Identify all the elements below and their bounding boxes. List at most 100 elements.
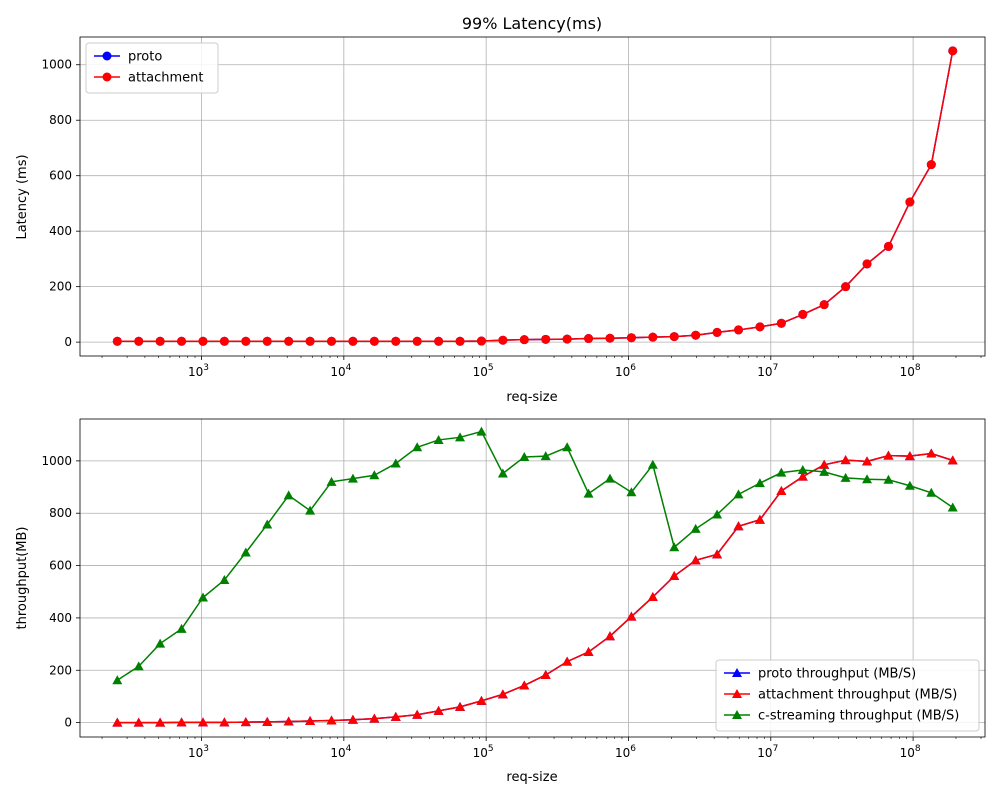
data-point <box>369 336 379 346</box>
data-point <box>326 715 337 725</box>
data-point <box>476 336 486 346</box>
legend-box <box>715 659 980 732</box>
data-point <box>519 451 530 461</box>
x-tick-label: 103 <box>188 744 209 760</box>
legend: proto attachment <box>85 42 219 94</box>
data-point <box>626 487 637 497</box>
data-point <box>476 695 487 705</box>
data-point <box>177 336 187 346</box>
data-point <box>133 661 144 671</box>
data-point <box>669 332 679 342</box>
plot-frame <box>79 418 986 738</box>
data-point <box>283 490 294 500</box>
data-point <box>540 669 551 679</box>
data-point <box>733 521 744 531</box>
y-tick-label: 0 <box>64 716 72 730</box>
data-point <box>412 336 422 346</box>
data-point <box>262 336 272 346</box>
data-point <box>241 336 251 346</box>
data-point <box>412 709 423 719</box>
data-point <box>390 458 401 468</box>
data-point <box>754 514 765 524</box>
legend-marker <box>732 689 742 698</box>
throughput-chart: req-size throughput(MB) 103 104 105 106 107 1… <box>15 418 986 785</box>
data-point <box>497 468 508 478</box>
latency-chart: 99% Latency(ms) req-size Latency (ms) 10… <box>15 14 986 405</box>
data-point <box>819 300 829 310</box>
data-point <box>347 473 358 483</box>
y-tick-label: 600 <box>49 169 72 183</box>
data-point <box>455 432 466 442</box>
series-line <box>117 50 954 343</box>
y-tick-label: 1000 <box>41 58 72 72</box>
x-axis-label: req-size <box>506 770 557 785</box>
x-tick-label: 106 <box>615 363 636 379</box>
data-point <box>690 523 701 533</box>
data-point <box>883 474 894 484</box>
data-point <box>562 334 572 344</box>
data-point <box>541 334 551 344</box>
y-tick-label: 200 <box>49 280 72 294</box>
data-point <box>926 160 936 170</box>
legend-marker <box>102 51 112 61</box>
data-point <box>647 591 658 601</box>
data-point <box>455 701 466 711</box>
series-line <box>117 50 954 343</box>
series-2 <box>112 46 958 346</box>
data-point <box>583 488 594 498</box>
data-point <box>883 241 893 251</box>
x-tick-label: 103 <box>188 363 209 379</box>
y-tick-label: 0 <box>64 335 72 349</box>
data-point <box>798 309 808 319</box>
data-point <box>948 46 958 56</box>
legend-entry: attachment <box>94 71 204 86</box>
data-point <box>604 473 615 483</box>
data-point <box>776 467 787 477</box>
data-point <box>412 442 423 452</box>
legend-entry: proto <box>94 50 162 65</box>
data-point <box>862 456 873 466</box>
data-point <box>712 549 723 559</box>
y-tick-label: 400 <box>49 611 72 625</box>
data-point <box>583 646 594 656</box>
data-point <box>754 478 765 488</box>
data-point <box>390 711 401 721</box>
data-point <box>262 519 273 529</box>
data-point <box>691 330 701 340</box>
x-tick-label: 105 <box>473 744 494 760</box>
x-tick-label: 108 <box>900 363 921 379</box>
data-point <box>305 336 315 346</box>
x-tick-label: 107 <box>757 744 778 760</box>
legend-label: proto throughput (MB/S) <box>758 667 916 682</box>
data-point <box>905 197 915 207</box>
data-point <box>455 336 465 346</box>
legend-entry: attachment throughput (MB/S) <box>724 688 957 703</box>
plot-frame <box>79 36 986 357</box>
data-point <box>219 336 229 346</box>
data-point <box>776 318 786 328</box>
data-point <box>584 334 594 344</box>
data-point <box>434 336 444 346</box>
data-point <box>690 555 701 565</box>
legend-marker <box>732 668 742 677</box>
data-point <box>519 680 530 690</box>
data-point <box>176 717 187 727</box>
data-point <box>347 714 358 724</box>
data-point <box>669 571 680 581</box>
data-point <box>926 448 937 458</box>
x-tick-label: 106 <box>615 744 636 760</box>
data-point <box>391 336 401 346</box>
data-point <box>112 675 123 685</box>
data-point <box>712 327 722 337</box>
data-point <box>604 631 615 641</box>
data-point <box>112 336 122 346</box>
data-point <box>305 505 316 515</box>
legend-entry: c-streaming throughput (MB/S) <box>724 709 959 724</box>
x-tick-label: 104 <box>330 363 351 379</box>
legend-label: c-streaming throughput (MB/S) <box>758 709 959 724</box>
data-point <box>840 472 851 482</box>
data-point <box>926 487 937 497</box>
series-3 <box>112 426 958 685</box>
data-point <box>155 336 165 346</box>
